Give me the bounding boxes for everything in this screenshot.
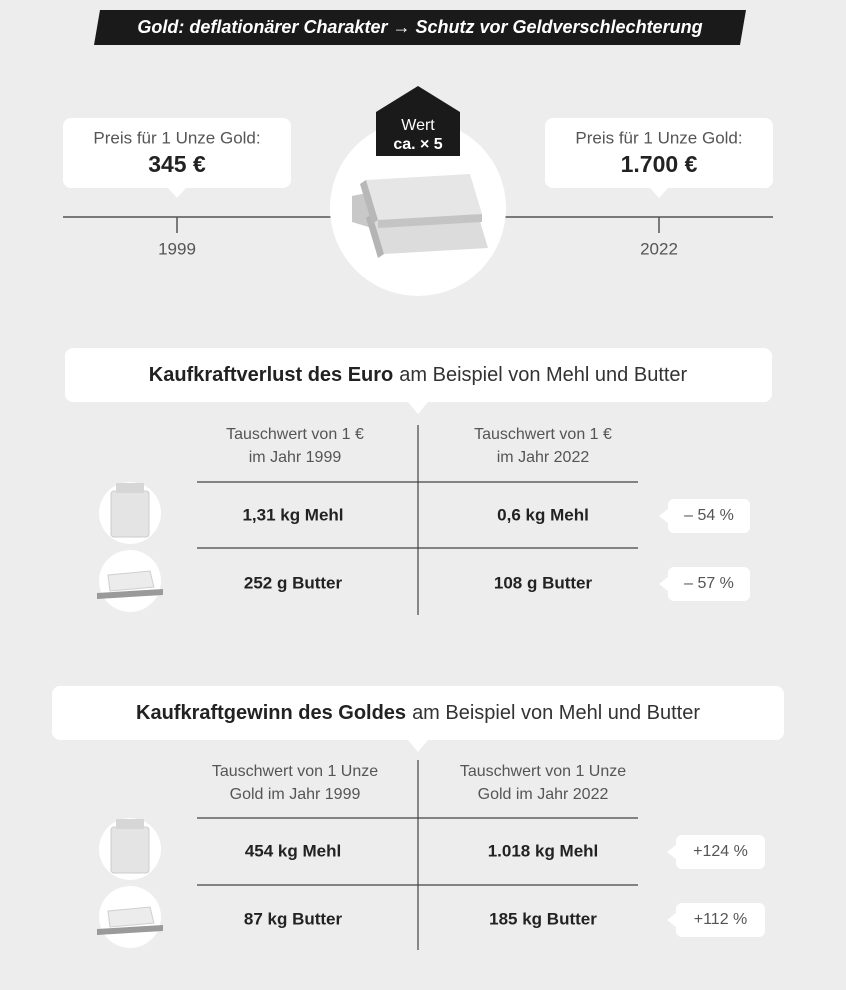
cell: 108 g Butter	[494, 573, 593, 592]
badge-pointer	[659, 509, 668, 523]
change-badge	[676, 835, 765, 869]
cell: 252 g Butter	[244, 573, 343, 592]
column-header: Tauschwert von 1 Unze	[460, 763, 626, 780]
section-title: Kaufkraftverlust des Euro am Beispiel von…	[149, 364, 688, 386]
header-title: Gold: deflationärer Charakter → Schutz v…	[137, 17, 702, 37]
change-value: – 54 %	[684, 507, 734, 524]
price-value: 1.700 €	[621, 151, 698, 177]
column-header: Tauschwert von 1 €	[474, 426, 612, 443]
badge-pointer	[667, 845, 676, 859]
section-title-rest: am Beispiel von Mehl und Butter	[399, 364, 687, 386]
cell: 185 kg Butter	[489, 909, 597, 928]
plate	[97, 589, 163, 599]
cell: 1.018 kg Mehl	[488, 841, 599, 860]
change-value: – 57 %	[684, 575, 734, 592]
column-header: im Jahr 1999	[249, 449, 342, 466]
price-label: Preis für 1 Unze Gold:	[93, 128, 260, 147]
badge-value: ca. × 5	[393, 136, 442, 153]
title-pointer	[408, 402, 428, 414]
column-header: Tauschwert von 1 Unze	[212, 763, 378, 780]
cell: 87 kg Butter	[244, 909, 343, 928]
badge-pointer	[667, 913, 676, 927]
price-value: 345 €	[148, 151, 206, 177]
gold-bars	[352, 174, 488, 258]
change-badge	[676, 903, 765, 937]
flour-bag	[110, 826, 150, 874]
butter	[107, 570, 155, 592]
section-title-rest: am Beispiel von Mehl und Butter	[412, 702, 700, 724]
butter	[107, 906, 155, 928]
flour-bag	[110, 490, 150, 538]
flour-top	[116, 819, 144, 829]
badge-pointer	[659, 577, 668, 591]
price-label: Preis für 1 Unze Gold:	[575, 128, 742, 147]
section-title-bold: Kaufkraftverlust des Euro	[149, 364, 394, 386]
value-badge	[376, 86, 460, 156]
column-header: Tauschwert von 1 €	[226, 426, 364, 443]
cell: 454 kg Mehl	[245, 841, 341, 860]
price-box	[545, 118, 773, 188]
price-pointer	[168, 188, 186, 198]
change-badge	[668, 567, 750, 601]
cell: 1,31 kg Mehl	[242, 505, 343, 524]
badge-label: Wert	[401, 117, 435, 134]
title-pointer	[408, 740, 428, 752]
section-title: Kaufkraftgewinn des Goldes am Beispiel vo…	[136, 702, 700, 724]
column-header: Gold im Jahr 2022	[478, 786, 609, 803]
price-pointer	[650, 188, 668, 198]
section-title-box	[52, 686, 784, 740]
column-header: Gold im Jahr 1999	[230, 786, 361, 803]
column-header: im Jahr 2022	[497, 449, 590, 466]
year-label: 1999	[158, 239, 196, 258]
change-badge	[668, 499, 750, 533]
flour-top	[116, 483, 144, 493]
header-banner	[94, 10, 746, 45]
year-label: 2022	[640, 239, 678, 258]
section-title-bold: Kaufkraftgewinn des Goldes	[136, 702, 406, 724]
plate	[97, 925, 163, 935]
price-box	[63, 118, 291, 188]
cell: 0,6 kg Mehl	[497, 505, 589, 524]
change-value: +112 %	[694, 911, 748, 928]
change-value: +124 %	[693, 843, 748, 860]
section-title-box	[65, 348, 772, 402]
